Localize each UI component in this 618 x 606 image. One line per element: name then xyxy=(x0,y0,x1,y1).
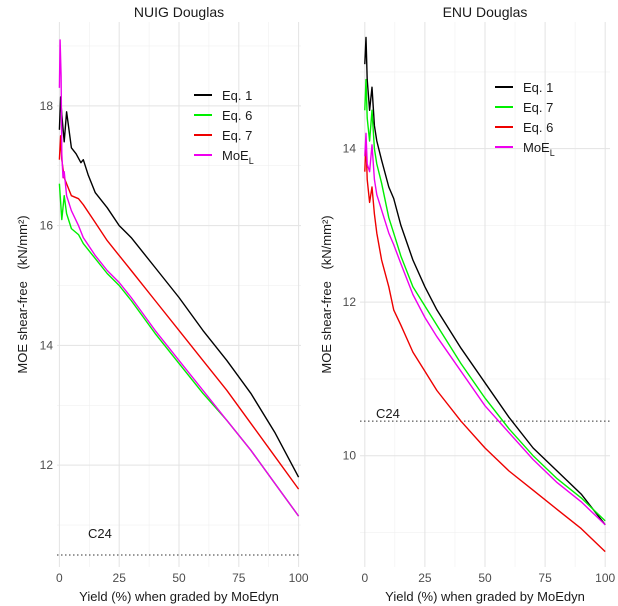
legend-label-0: Eq. 1 xyxy=(222,88,252,103)
series-line-2 xyxy=(364,140,606,553)
c24-label: C24 xyxy=(88,526,112,541)
y-axis-label: MOE shear-free (kN/mm²) xyxy=(319,215,334,373)
grid xyxy=(360,22,610,567)
y-tick-label: 14 xyxy=(40,338,54,352)
x-tick-label: 25 xyxy=(113,571,127,585)
panel-enu: C24 0 25 50 75 100 10 12 14 ENU Douglas Yield … xyxy=(319,4,616,604)
y-tick-label: 16 xyxy=(40,219,54,233)
y-axis-label-main: MOE shear-free xyxy=(15,281,30,373)
y-tick-label: 12 xyxy=(343,295,357,309)
legend: Eq. 1 Eq. 6 Eq. 7 MoEL xyxy=(194,88,254,166)
y-axis-label-main: MOE shear-free xyxy=(319,281,334,373)
series-lines xyxy=(364,36,606,553)
legend-label-0: Eq. 1 xyxy=(523,80,553,95)
legend-label-2: Eq. 6 xyxy=(523,120,553,135)
y-tick-label: 12 xyxy=(40,458,54,472)
series-line-0 xyxy=(58,96,300,478)
x-tick-label: 50 xyxy=(478,571,492,585)
legend-label-2: Eq. 7 xyxy=(222,128,252,143)
legend-label-3: MoEL xyxy=(222,148,254,166)
x-tick-labels: 0 25 50 75 100 xyxy=(361,571,615,585)
y-axis-label: MOE shear-free (kN/mm²) xyxy=(15,215,30,373)
x-axis-label: Yield (%) when graded by MoEdyn xyxy=(385,589,585,604)
y-tick-label: 14 xyxy=(343,142,357,156)
y-tick-labels: 10 12 14 xyxy=(343,142,357,463)
legend-label-1: Eq. 6 xyxy=(222,108,252,123)
series-line-0 xyxy=(364,36,606,526)
x-tick-labels: 0 25 50 75 100 xyxy=(56,571,309,585)
x-tick-label: 25 xyxy=(418,571,432,585)
legend: Eq. 1 Eq. 7 Eq. 6 MoEL xyxy=(495,80,555,158)
legend-label-1: Eq. 7 xyxy=(523,100,553,115)
x-tick-label: 0 xyxy=(56,571,63,585)
y-tick-label: 10 xyxy=(343,449,357,463)
chart-title: NUIG Douglas xyxy=(134,4,224,20)
x-tick-label: 50 xyxy=(172,571,186,585)
legend-label-3: MoEL xyxy=(523,140,555,158)
series-lines xyxy=(58,39,300,517)
y-tick-labels: 12 14 16 18 xyxy=(40,99,54,472)
y-tick-label: 18 xyxy=(40,99,54,113)
x-tick-label: 100 xyxy=(595,571,615,585)
grid xyxy=(57,22,301,567)
c24-label: C24 xyxy=(376,406,400,421)
x-tick-label: 100 xyxy=(289,571,309,585)
panel-nuig: C24 0 25 50 75 100 12 14 16 18 NUIG Douglas Yie… xyxy=(15,4,309,604)
series-line-1 xyxy=(364,78,606,522)
x-tick-label: 75 xyxy=(538,571,552,585)
chart-title: ENU Douglas xyxy=(443,4,528,20)
x-tick-label: 75 xyxy=(232,571,246,585)
x-tick-label: 0 xyxy=(361,571,368,585)
y-axis-label-unit: (kN/mm²) xyxy=(319,215,334,269)
series-line-3 xyxy=(364,132,606,526)
series-line-3 xyxy=(58,39,300,517)
x-axis-label: Yield (%) when graded by MoEdyn xyxy=(79,589,279,604)
y-axis-label-unit: (kN/mm²) xyxy=(15,215,30,269)
